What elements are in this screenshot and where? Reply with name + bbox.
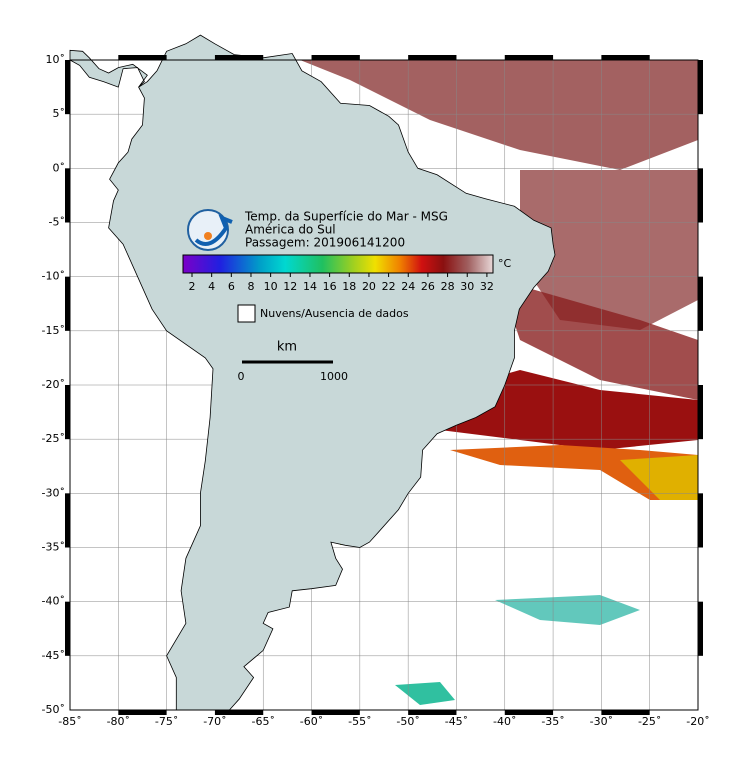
lon-label: -40˚	[493, 715, 516, 728]
frame-segment	[601, 55, 650, 60]
frame-segment	[698, 168, 703, 223]
lon-label: -35˚	[541, 715, 564, 728]
frame-segment	[118, 55, 167, 60]
frame-segment	[408, 710, 457, 715]
colorbar-tick-label: 10	[264, 280, 278, 293]
logo-arrow	[194, 214, 233, 246]
lat-label: -5˚	[49, 216, 65, 229]
frame-segment	[698, 601, 703, 656]
colorbar-tick-label: 20	[362, 280, 376, 293]
frame-segment	[601, 710, 650, 715]
frame-segment	[65, 60, 70, 115]
colorbar-tick-label: 4	[208, 280, 215, 293]
title-line: Temp. da Superfície do Mar - MSG	[244, 210, 448, 224]
logo-dot	[204, 232, 212, 240]
frame-segment	[65, 493, 70, 548]
frame-segment	[214, 710, 264, 715]
frame-segment	[65, 168, 70, 223]
frame-segment	[65, 601, 70, 656]
frame-segment	[698, 60, 703, 115]
lon-label: -65˚	[251, 715, 274, 728]
frame-segment	[214, 55, 264, 60]
lat-label: -35˚	[42, 541, 65, 554]
frame-segment	[504, 710, 554, 715]
lat-label: -20˚	[42, 378, 65, 391]
colorbar-tick-label: 2	[189, 280, 196, 293]
colorbar-tick-label: 28	[441, 280, 455, 293]
lon-label: -20˚	[686, 715, 709, 728]
frame-segment	[65, 276, 70, 331]
colorbar-tick-label: 16	[323, 280, 337, 293]
lon-label: -80˚	[107, 715, 130, 728]
lat-label: -30˚	[42, 486, 65, 499]
colorbar-tick-label: 14	[303, 280, 317, 293]
colorbar-tick-label: 12	[283, 280, 297, 293]
frame-segment	[504, 55, 554, 60]
lat-label: -50˚	[42, 703, 65, 716]
title-line: América do Sul	[245, 223, 336, 237]
colorbar-tick-label: 8	[247, 280, 254, 293]
lat-label: -15˚	[42, 324, 65, 337]
lon-label: -75˚	[155, 715, 178, 728]
colorbar-tick-label: 22	[382, 280, 396, 293]
title-line: Passagem: 201906141200	[245, 236, 405, 250]
colorbar	[182, 254, 494, 274]
lon-label: -85˚	[58, 715, 81, 728]
frame-segment	[118, 710, 167, 715]
frame-segment	[311, 55, 360, 60]
lon-label: -30˚	[590, 715, 613, 728]
colorbar-tick-label: 32	[480, 280, 494, 293]
colorbar-tick-label: 24	[401, 280, 415, 293]
frame-segment	[698, 385, 703, 440]
colorbar-unit: °C	[498, 257, 512, 270]
lon-label: -55˚	[348, 715, 371, 728]
lat-label: 10˚	[46, 53, 66, 66]
lon-label: -25˚	[638, 715, 661, 728]
frame-segment	[65, 385, 70, 440]
lat-label: -25˚	[42, 432, 65, 445]
lat-label: 0˚	[53, 161, 66, 174]
lon-label: -50˚	[396, 715, 419, 728]
frame-segment	[698, 493, 703, 548]
lat-label: 5˚	[53, 107, 66, 120]
scale-start: 0	[238, 370, 245, 383]
frame-segment	[311, 710, 360, 715]
frame-segment	[408, 55, 457, 60]
scale-unit: km	[277, 340, 297, 355]
colorbar-tick-label: 30	[460, 280, 474, 293]
lat-label: -10˚	[42, 270, 65, 283]
colorbar-ticks: 2 4 6 8 10 12 14 16 18 20 22 24 26 28 30 32	[189, 273, 494, 293]
lon-label: -60˚	[300, 715, 323, 728]
lon-label: -70˚	[203, 715, 226, 728]
frame-segment	[698, 276, 703, 331]
lat-label: -45˚	[42, 649, 65, 662]
legend-swatch	[237, 304, 256, 323]
legend-label: Nuvens/Ausencia de dados	[260, 307, 409, 320]
lon-label: -45˚	[445, 715, 468, 728]
south-america	[108, 34, 556, 711]
lat-label: -40˚	[42, 595, 65, 608]
frame-ticks	[65, 55, 703, 715]
scale-end: 1000	[320, 370, 348, 383]
colorbar-tick-label: 6	[228, 280, 235, 293]
colorbar-tick-label: 18	[342, 280, 356, 293]
colorbar-tick-label: 26	[421, 280, 435, 293]
